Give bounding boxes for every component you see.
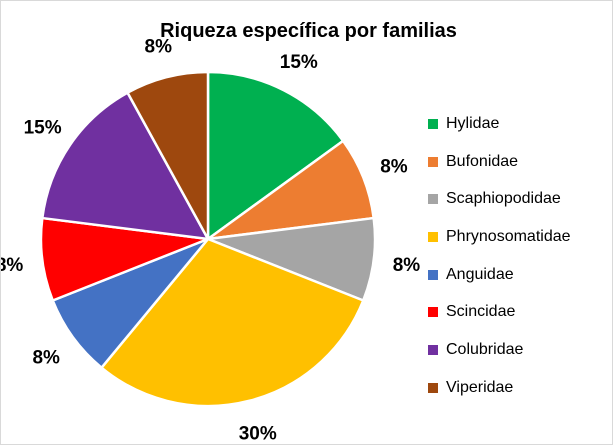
legend-swatch (428, 118, 438, 129)
legend-swatch (428, 231, 438, 242)
pie-slice-colubridae (41, 91, 210, 241)
pie-slice-phrynosomatidae (100, 237, 365, 408)
pie-slice-hylidae (206, 70, 345, 241)
legend-label: Colubridae (446, 340, 524, 358)
legend-swatch (428, 307, 438, 318)
pie-slice-viperidae (126, 70, 210, 241)
legend-item-colubridae: Colubridae (428, 331, 571, 369)
legend-item-phrynosomatidae: Phrynosomatidae (428, 218, 571, 256)
data-label-phrynosomatidae: 30% (239, 424, 277, 444)
legend-item-anguidae: Anguidae (428, 256, 571, 294)
data-label-hylidae: 15% (280, 52, 318, 73)
legend-label: Viperidae (446, 378, 514, 396)
legend-item-scaphiopodidae: Scaphiopodidae (428, 180, 571, 218)
legend-label: Scaphiopodidae (446, 190, 561, 208)
data-label-anguidae: 8% (32, 348, 60, 369)
legend-item-hylidae: Hylidae (428, 105, 571, 143)
data-label-colubridae: 15% (24, 118, 62, 139)
chart-title: Riqueza específica por familias (160, 20, 457, 42)
legend-label: Hylidae (446, 114, 500, 132)
data-label-viperidae: 8% (145, 36, 173, 57)
legend-swatch (428, 194, 438, 205)
legend-item-bufonidae: Bufonidae (428, 143, 571, 181)
legend-label: Bufonidae (446, 152, 519, 170)
legend-item-scincidae: Scincidae (428, 293, 571, 331)
legend-item-viperidae: Viperidae (428, 369, 571, 407)
data-label-scaphiopodidae: 8% (393, 255, 421, 276)
legend-label: Anguidae (446, 265, 514, 283)
legend-swatch (428, 382, 438, 393)
legend-label: Phrynosomatidae (446, 227, 571, 245)
data-label-bufonidae: 8% (380, 156, 408, 177)
legend-label: Scincidae (446, 303, 516, 321)
legend-swatch (428, 269, 438, 280)
legend: Hylidae Bufonidae Scaphiopodidae Phrynosoma… (428, 105, 571, 407)
data-label-scincidae: 8% (1, 255, 23, 276)
legend-swatch (428, 156, 438, 167)
legend-swatch (428, 344, 438, 355)
